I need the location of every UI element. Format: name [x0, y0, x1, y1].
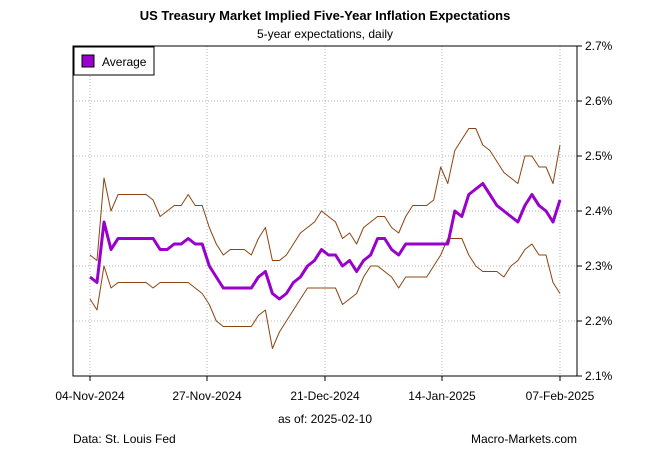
x-tick-label: 21-Dec-2024	[290, 389, 360, 403]
legend: Average	[73, 46, 155, 76]
y-tick-label: 2.6%	[585, 94, 613, 108]
site-credit: Macro-Markets.com	[471, 432, 578, 446]
grid-lines	[73, 45, 577, 377]
series-line-upper	[89, 128, 561, 261]
as-of-date: as of: 2025-02-10	[277, 412, 373, 426]
y-tick-label: 2.2%	[585, 314, 613, 328]
y-axis: 2.1% 2.2% 2.3% 2.4% 2.5% 2.6% 2.7%	[577, 39, 613, 383]
legend-swatch-average	[81, 54, 95, 68]
y-tick-label: 2.5%	[585, 149, 613, 163]
x-axis: 04-Nov-2024 27-Nov-2024 21-Dec-2024 14-Jan-…	[55, 376, 595, 403]
x-tick-label: 04-Nov-2024	[55, 389, 125, 403]
legend-label-average: Average	[102, 55, 147, 69]
chart-title: US Treasury Market Implied Five-Year Inf…	[139, 8, 511, 23]
chart-subtitle: 5-year expectations, daily	[256, 27, 394, 41]
y-tick-label: 2.3%	[585, 259, 613, 273]
series-group	[89, 128, 562, 349]
data-source: Data: St. Louis Fed	[73, 432, 176, 446]
y-tick-label: 2.7%	[585, 39, 613, 53]
y-tick-label: 2.1%	[585, 369, 613, 383]
y-tick-label: 2.4%	[585, 204, 613, 218]
x-tick-label: 27-Nov-2024	[172, 389, 242, 403]
x-tick-label: 07-Feb-2025	[526, 389, 595, 403]
series-line-lower	[89, 238, 561, 349]
series-line-average	[89, 182, 562, 301]
x-tick-label: 14-Jan-2025	[408, 389, 476, 403]
